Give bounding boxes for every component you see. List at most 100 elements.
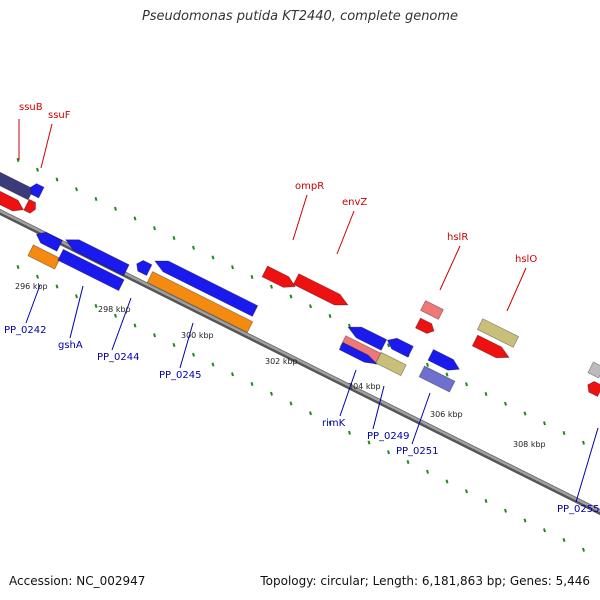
upper-tick xyxy=(192,245,195,250)
ruler-label: 308 kbp xyxy=(513,440,546,449)
upper-tick xyxy=(133,216,137,221)
gene-label-hslO: hslO xyxy=(515,254,537,265)
gene-red-e xyxy=(587,380,600,398)
upper-tick xyxy=(289,294,293,299)
gene-rimK-upper xyxy=(347,326,388,351)
upper-tick xyxy=(36,167,39,172)
upper-tick xyxy=(94,196,98,202)
lower-tick xyxy=(250,381,254,387)
callout-ssuF xyxy=(40,123,53,169)
lower-tick xyxy=(543,528,546,533)
lower-tick xyxy=(562,537,566,543)
upper-tick xyxy=(387,343,390,348)
upper-tick xyxy=(328,313,332,319)
lower-tick xyxy=(270,391,273,396)
upper-tick xyxy=(172,235,176,241)
callout-rimK xyxy=(339,369,357,417)
gene-envZ xyxy=(292,273,349,306)
locus-label-PP_0249: PP_0249 xyxy=(367,431,410,442)
callout-PP_0255 xyxy=(575,427,599,503)
upper-tick xyxy=(543,421,546,426)
gene-label-envZ: envZ xyxy=(342,197,367,208)
lower-tick xyxy=(426,469,429,474)
lower-tick xyxy=(309,411,312,416)
upper-tick xyxy=(231,265,234,270)
locus-label-PP_0251: PP_0251 xyxy=(396,446,439,457)
gene-PP_0244-a xyxy=(136,259,153,277)
gene-red-b xyxy=(23,198,36,214)
lower-tick xyxy=(504,508,507,513)
ruler-label: 298 kbp xyxy=(98,305,131,314)
gene-hslO xyxy=(476,318,520,348)
lower-tick xyxy=(153,333,156,338)
lower-tick xyxy=(172,342,176,348)
gene-ssuB xyxy=(0,171,35,201)
gene-pink xyxy=(339,335,383,365)
upper-tick xyxy=(16,157,20,163)
gene-red-c xyxy=(414,317,435,334)
gene-grey xyxy=(587,361,600,379)
lower-tick xyxy=(114,313,117,318)
lower-tick xyxy=(133,323,137,328)
upper-tick xyxy=(426,362,429,367)
locus-label-PP_0244: PP_0244 xyxy=(97,352,140,363)
gene-gshA-upper xyxy=(64,239,130,277)
map-title: Pseudomonas putida KT2440, complete geno… xyxy=(141,9,459,24)
locus-label-rimK: rimK xyxy=(322,418,346,429)
upper-tick xyxy=(523,411,527,416)
upper-tick xyxy=(250,274,254,280)
upper-tick xyxy=(55,177,59,182)
gene-label-ssuB: ssuB xyxy=(19,102,43,113)
gene-label-ompR: ompR xyxy=(295,181,324,192)
callout-PP_0251 xyxy=(411,392,431,445)
gene-PP_0249 xyxy=(375,351,407,377)
gene-PP_0245 xyxy=(146,271,254,333)
locus-label-PP_0242: PP_0242 xyxy=(4,325,47,336)
upper-tick xyxy=(484,391,488,397)
lower-tick xyxy=(348,430,351,435)
gene-PP_0251-upper xyxy=(427,348,460,371)
gene-PP_0242 xyxy=(35,231,63,252)
callout-PP_0245 xyxy=(179,322,194,369)
gene-rimK xyxy=(338,341,379,365)
callout-gshA xyxy=(69,285,84,339)
feature-track xyxy=(0,171,600,398)
upper-tick xyxy=(309,304,312,309)
ruler-label: 300 kbp xyxy=(181,331,214,340)
lower-tick xyxy=(523,518,527,523)
gene-ssuF xyxy=(30,183,45,199)
lower-tick xyxy=(36,274,39,279)
accession-label: Accession: NC_002947 xyxy=(9,574,146,588)
ruler-label: 306 kbp xyxy=(430,410,463,419)
upper-tick xyxy=(504,401,507,406)
lower-tick xyxy=(582,547,585,552)
lower-tick xyxy=(445,479,449,484)
genome-summary: Topology: circular; Length: 6,181,863 bp… xyxy=(260,574,590,588)
lower-tick xyxy=(465,489,468,494)
gene-PP_0251 xyxy=(418,365,456,393)
lower-tick xyxy=(192,352,195,357)
upper-tick xyxy=(348,323,351,328)
upper-tick xyxy=(211,255,215,260)
gene-red-a xyxy=(0,190,25,212)
lower-tick xyxy=(211,362,215,367)
ruler-label: 302 kbp xyxy=(265,357,298,366)
callout-PP_0249 xyxy=(372,385,385,430)
upper-tick xyxy=(562,430,566,436)
lower-tick xyxy=(75,294,78,299)
locus-label-PP_0245: PP_0245 xyxy=(159,370,202,381)
gene-PP_0244 xyxy=(154,260,259,317)
gene-red-d xyxy=(471,334,510,359)
gene-label-ssuF: ssuF xyxy=(48,110,71,121)
upper-tick xyxy=(582,440,585,445)
gene-PP_0249-upper xyxy=(386,337,414,358)
lower-tick xyxy=(289,401,293,406)
upper-tick xyxy=(270,284,273,289)
lower-tick xyxy=(94,303,98,309)
map-labels: ssuB ssuF ompR envZ hslR hslO PP_0242 gshA PP_02… xyxy=(4,102,600,515)
label-callouts xyxy=(18,119,599,503)
upper-tick xyxy=(153,226,156,231)
callout-hslR xyxy=(439,245,461,291)
upper-tick xyxy=(445,372,449,377)
